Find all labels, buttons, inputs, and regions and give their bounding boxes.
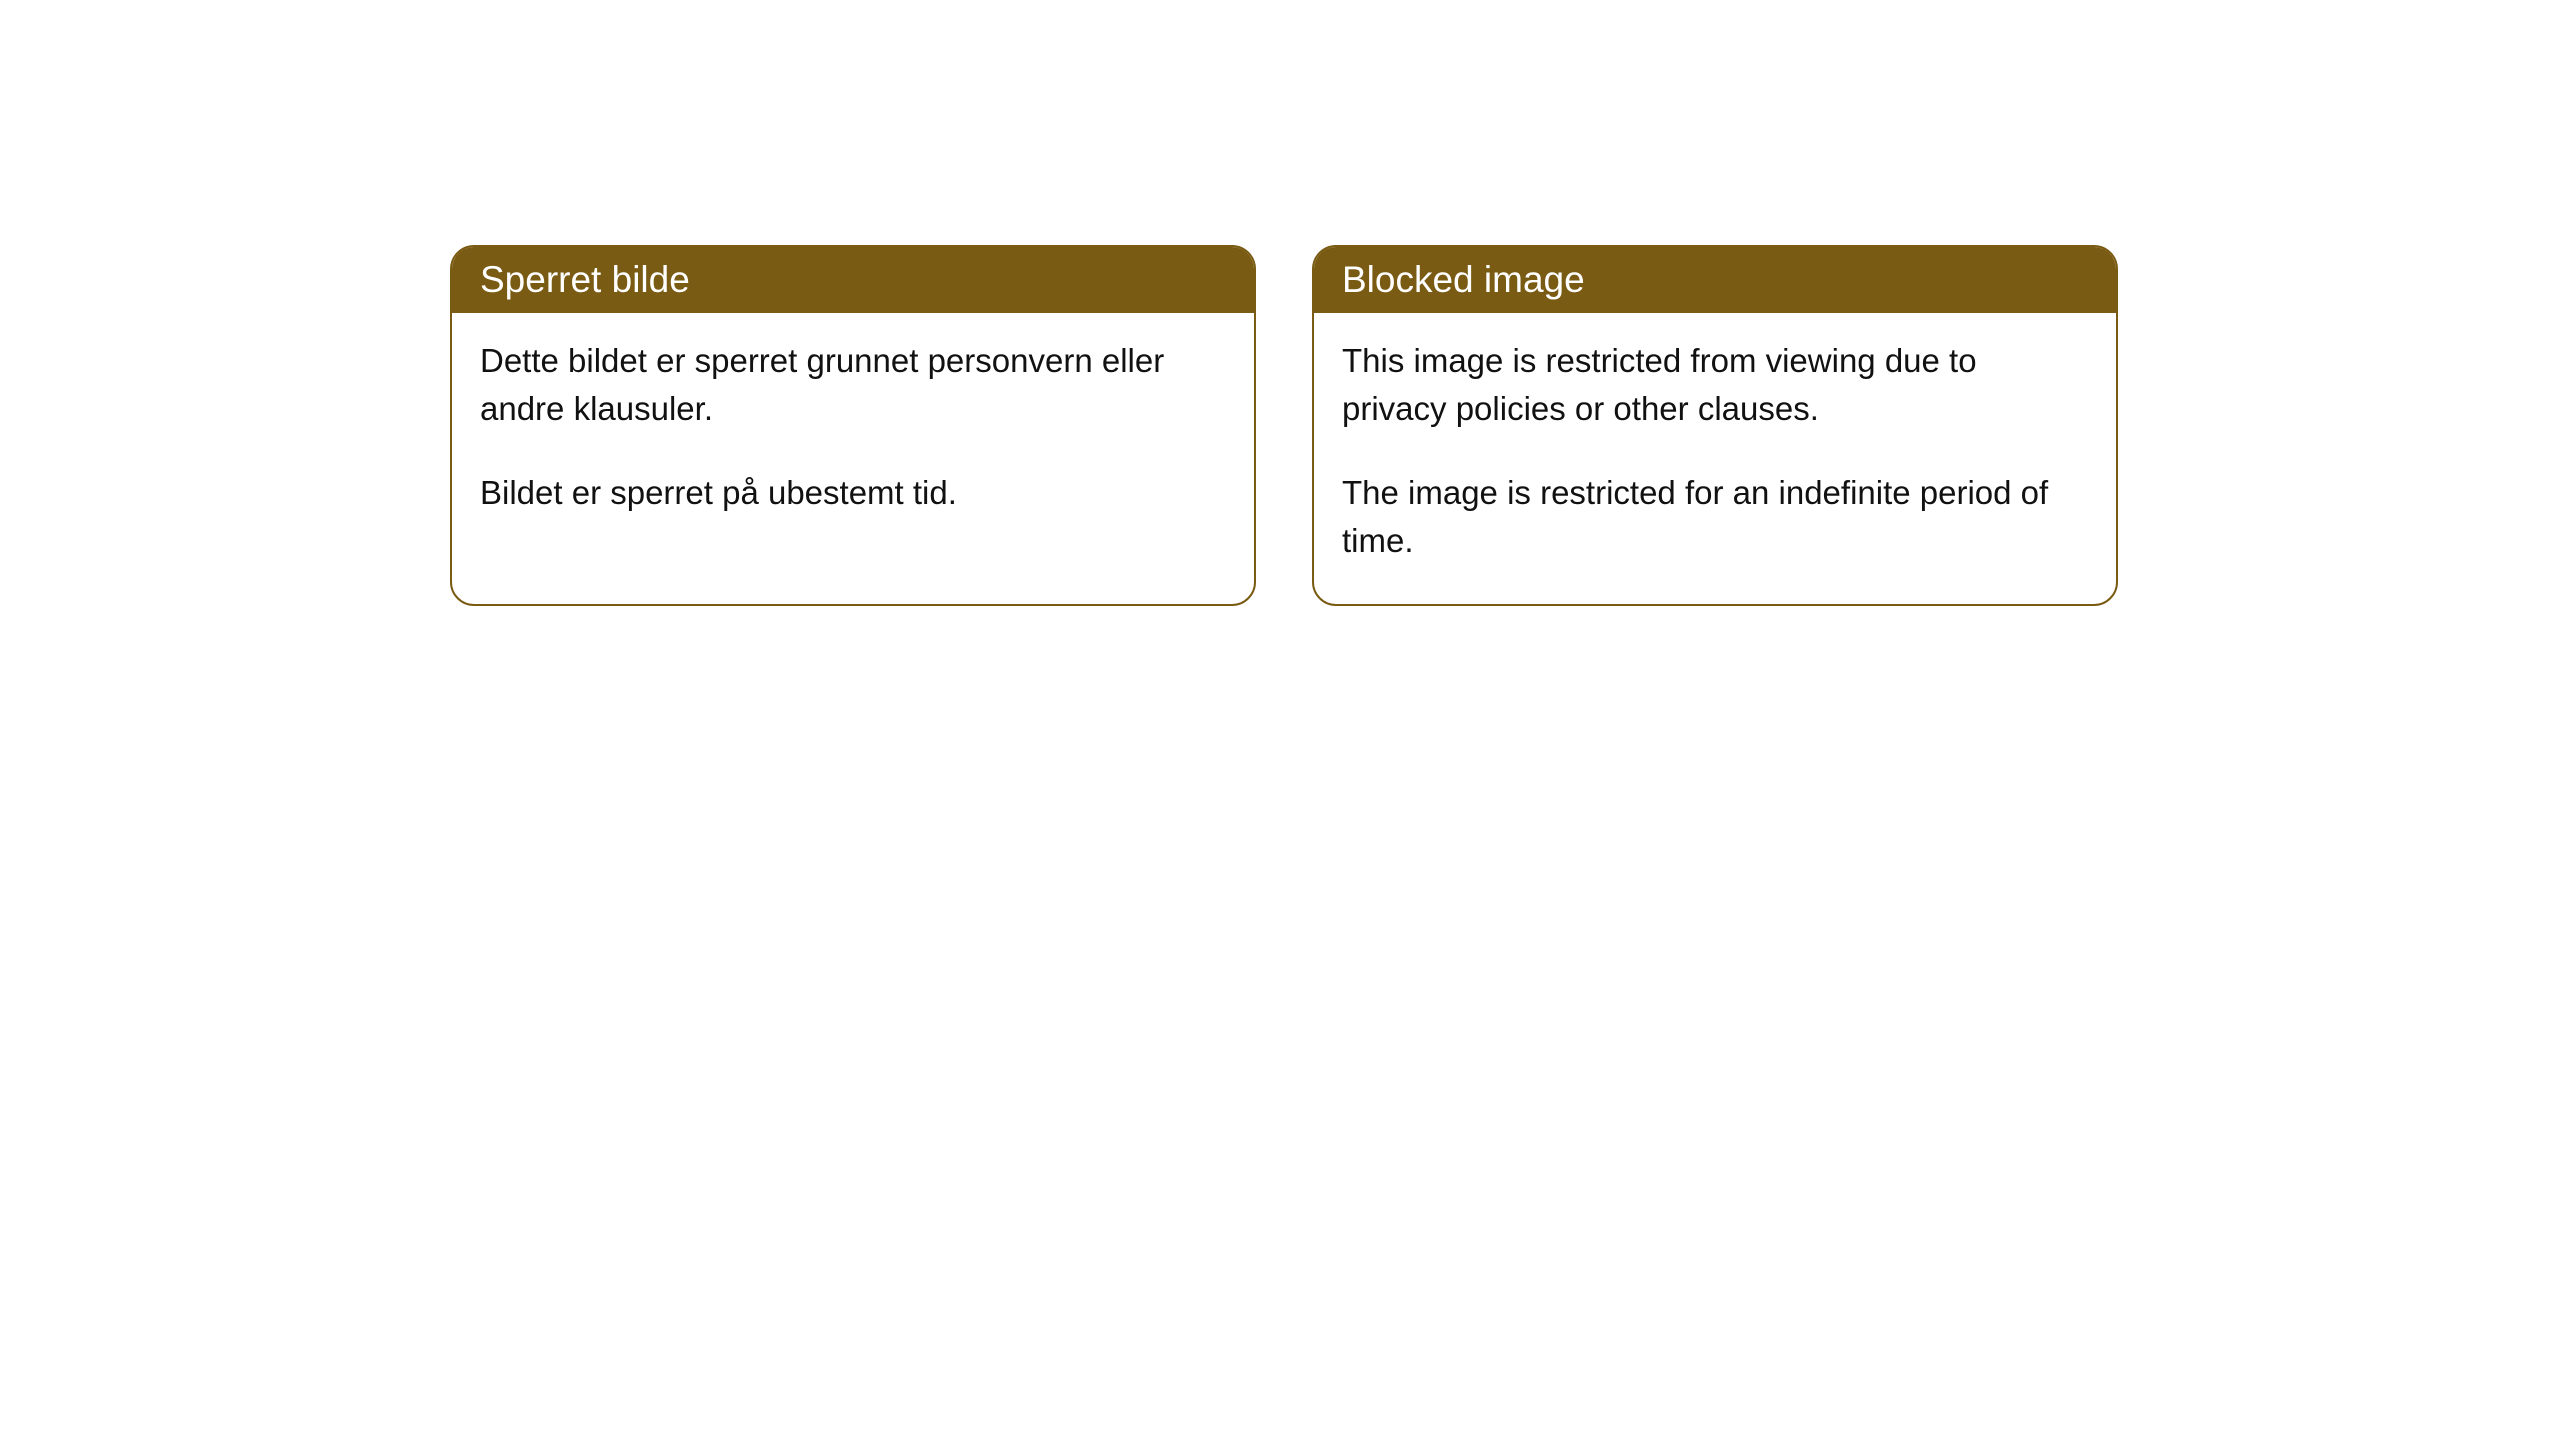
card-body: This image is restricted from viewing du… xyxy=(1314,313,2116,604)
card-title: Blocked image xyxy=(1342,259,1585,300)
card-title: Sperret bilde xyxy=(480,259,690,300)
card-header: Blocked image xyxy=(1314,247,2116,313)
card-paragraph: Dette bildet er sperret grunnet personve… xyxy=(480,337,1226,433)
notice-cards-container: Sperret bilde Dette bildet er sperret gr… xyxy=(450,245,2118,606)
card-paragraph: The image is restricted for an indefinit… xyxy=(1342,469,2088,565)
notice-card-english: Blocked image This image is restricted f… xyxy=(1312,245,2118,606)
card-paragraph: Bildet er sperret på ubestemt tid. xyxy=(480,469,1226,517)
notice-card-norwegian: Sperret bilde Dette bildet er sperret gr… xyxy=(450,245,1256,606)
card-body: Dette bildet er sperret grunnet personve… xyxy=(452,313,1254,557)
card-paragraph: This image is restricted from viewing du… xyxy=(1342,337,2088,433)
card-header: Sperret bilde xyxy=(452,247,1254,313)
